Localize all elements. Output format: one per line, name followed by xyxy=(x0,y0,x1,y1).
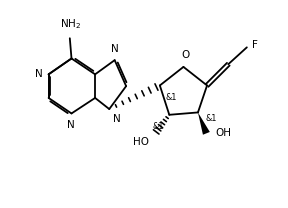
Text: &1: &1 xyxy=(153,122,164,131)
Text: &1: &1 xyxy=(166,93,177,102)
Polygon shape xyxy=(198,113,210,135)
Text: N: N xyxy=(111,44,119,54)
Text: NH$_2$: NH$_2$ xyxy=(60,17,81,31)
Text: HO: HO xyxy=(133,137,149,147)
Text: F: F xyxy=(252,40,258,50)
Text: N: N xyxy=(113,114,120,124)
Text: N: N xyxy=(67,120,75,130)
Text: O: O xyxy=(181,50,189,60)
Text: N: N xyxy=(35,69,43,79)
Text: OH: OH xyxy=(216,128,232,138)
Text: &1: &1 xyxy=(205,114,217,123)
